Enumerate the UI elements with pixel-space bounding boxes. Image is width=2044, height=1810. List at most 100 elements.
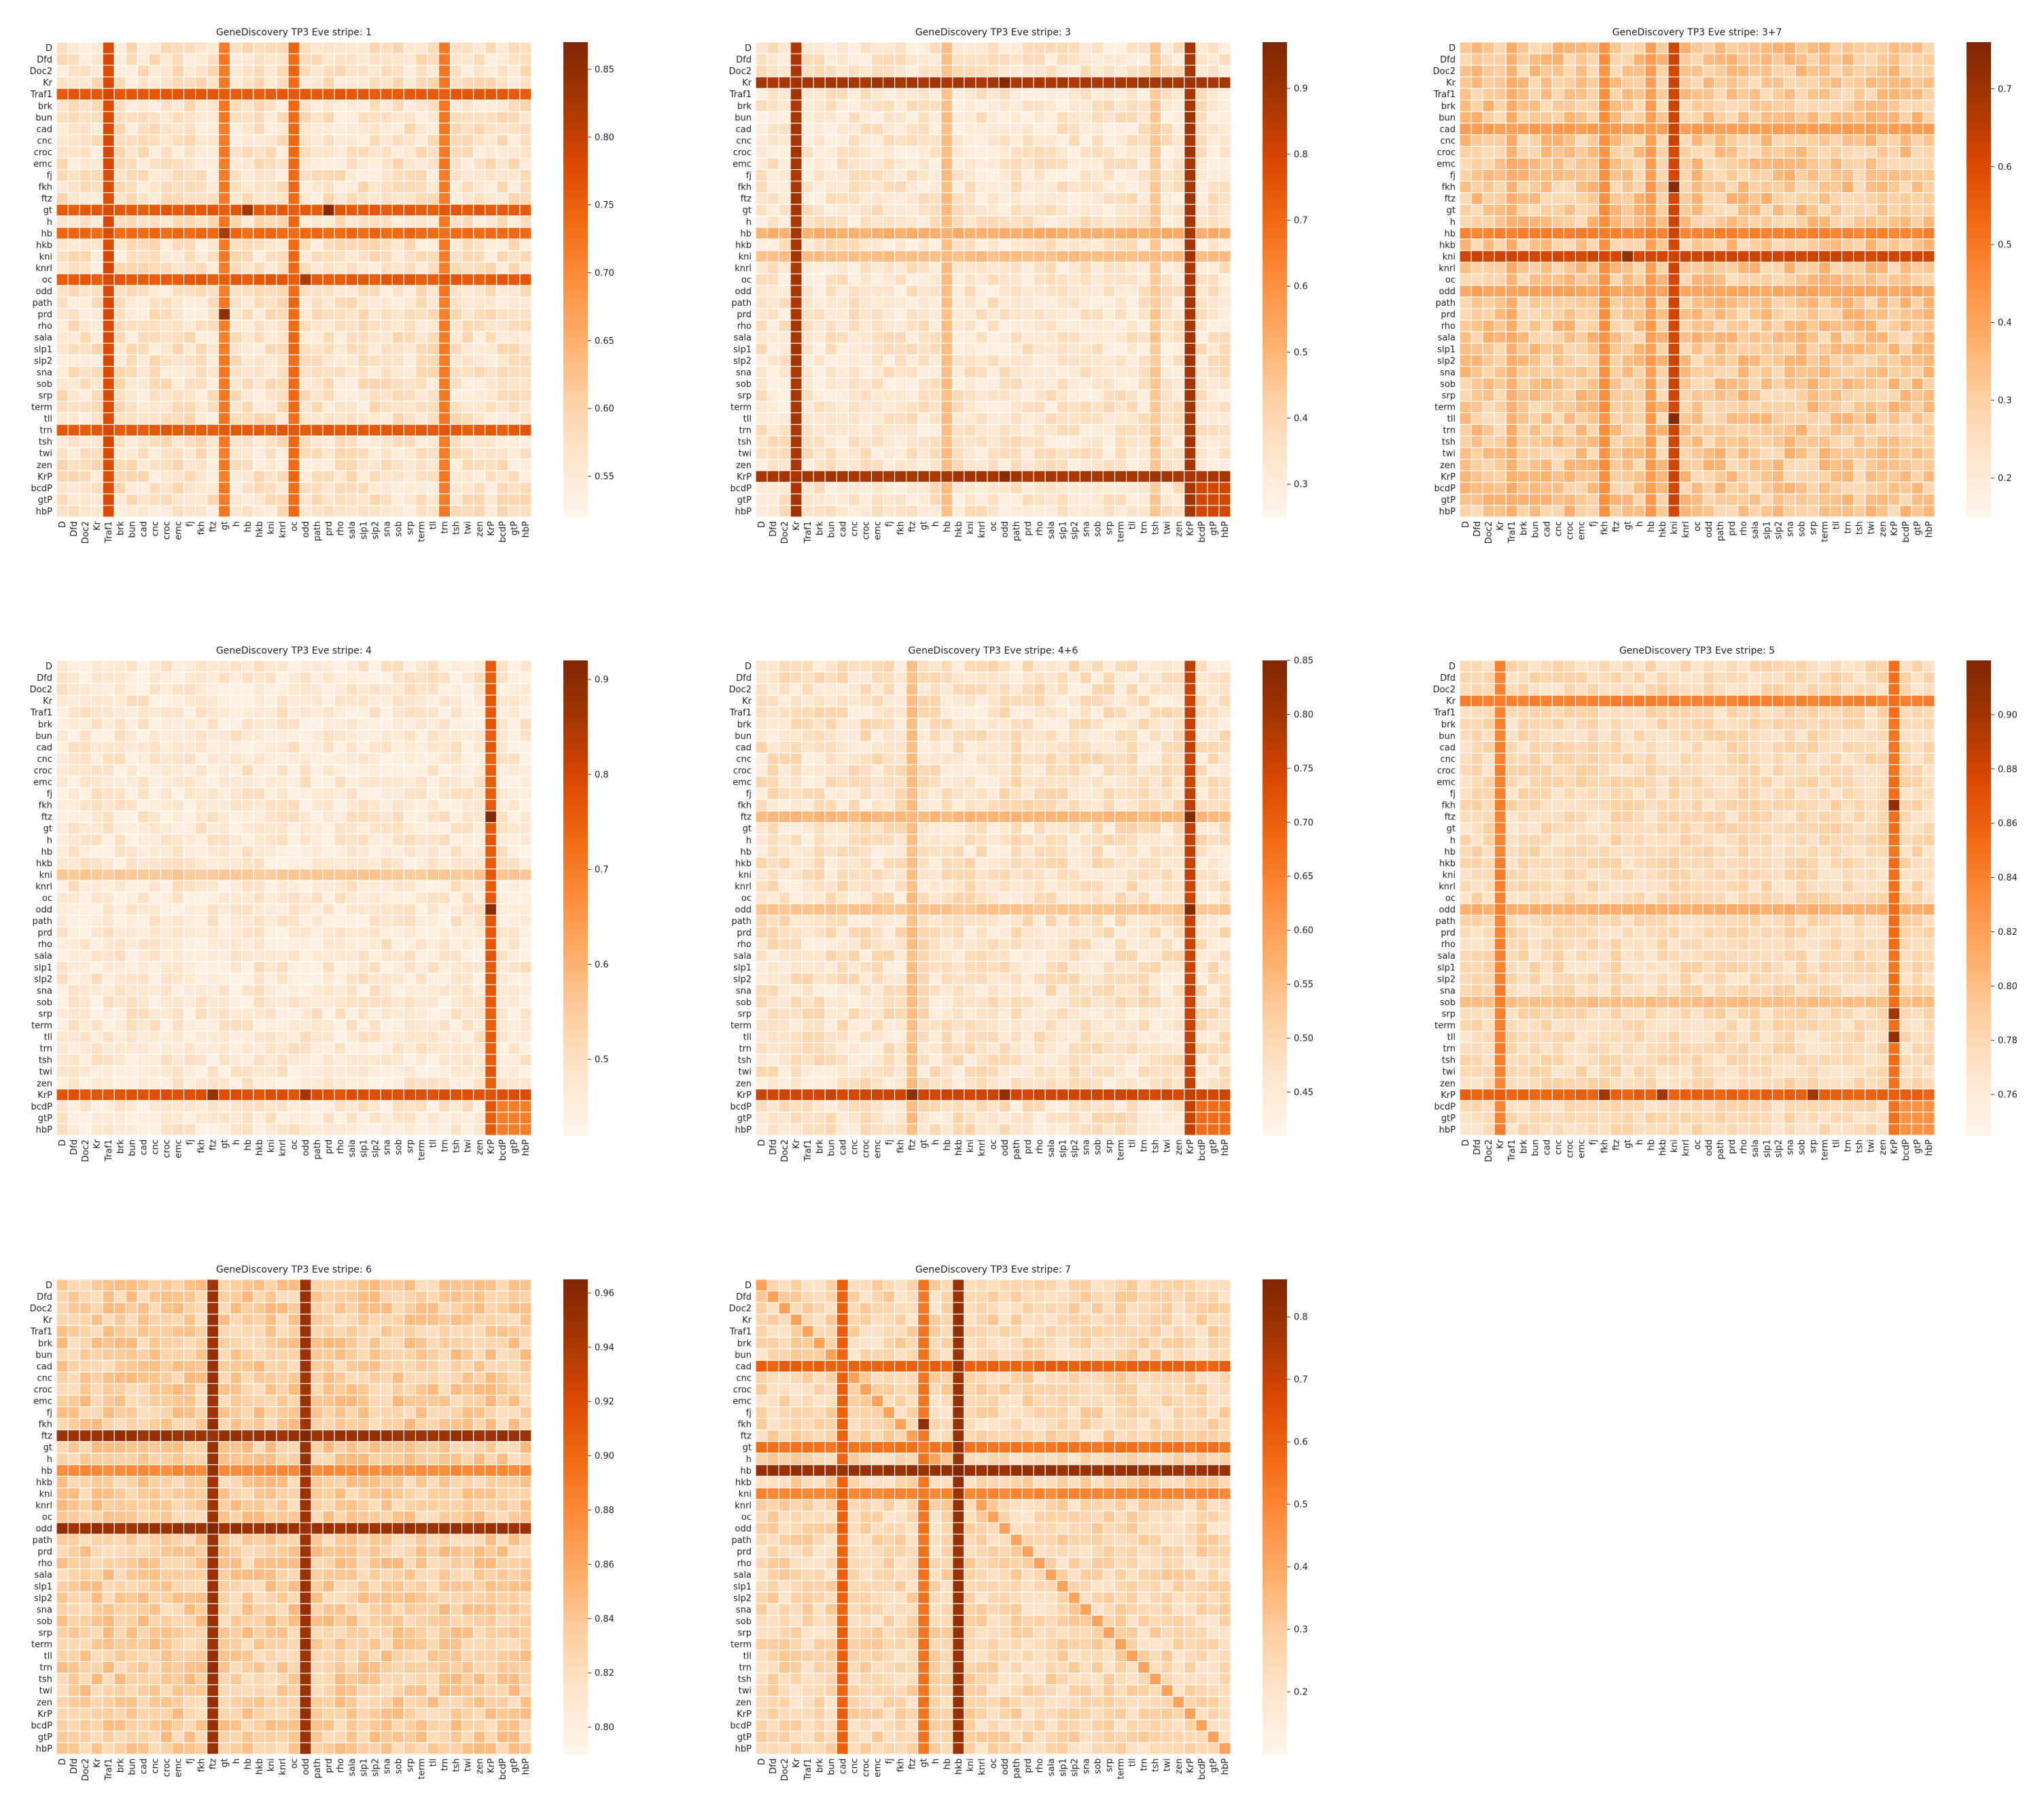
- heatmap-cell: [975, 436, 988, 448]
- heatmap-cell: [790, 470, 803, 483]
- heatmap-cell: [882, 204, 896, 217]
- colorbar-segment: [1263, 133, 1287, 138]
- heatmap-cell: [334, 285, 347, 298]
- heatmap-cell: [287, 505, 300, 518]
- heatmap-cell: [183, 296, 196, 309]
- heatmap-cell: [218, 145, 231, 159]
- heatmap-cell: [1540, 354, 1553, 367]
- heatmap-cell: [311, 76, 323, 89]
- heatmap-cell: [1574, 145, 1588, 159]
- heatmap-cell: [859, 41, 873, 54]
- heatmap-cell: [438, 41, 451, 54]
- heatmap-cell: [870, 76, 884, 89]
- heatmap-cell: [276, 215, 289, 228]
- col-tick-label: Doc2: [780, 521, 790, 544]
- heatmap-cell: [1138, 412, 1150, 425]
- heatmap-cell: [253, 447, 266, 460]
- heatmap-cell: [1161, 342, 1174, 355]
- heatmap-cell: [253, 76, 266, 89]
- heatmap-cell: [987, 319, 1000, 332]
- heatmap-cell: [1586, 76, 1600, 89]
- heatmap-cell: [1459, 157, 1472, 171]
- heatmap-cell: [508, 122, 521, 135]
- heatmap-cell: [334, 331, 347, 344]
- heatmap-cell: [1656, 157, 1669, 171]
- col-tick-label: Dfd: [769, 521, 779, 537]
- heatmap-cell: [836, 41, 849, 54]
- heatmap-cell: [1114, 459, 1127, 472]
- heatmap-cell: [484, 111, 497, 124]
- heatmap-cell: [1068, 493, 1080, 506]
- heatmap-cell: [473, 342, 486, 355]
- heatmap-cell: [484, 157, 497, 171]
- heatmap-cell: [1563, 285, 1576, 298]
- heatmap-cell: [766, 53, 779, 66]
- heatmap-cell: [1207, 250, 1220, 263]
- heatmap-cell: [940, 227, 953, 240]
- heatmap-cell: [1044, 111, 1057, 124]
- colorbar-segment: [1263, 82, 1287, 87]
- heatmap-cell: [1563, 134, 1576, 147]
- heatmap-cell: [1068, 262, 1080, 274]
- heatmap-cell: [357, 273, 370, 286]
- heatmap-cell: [1126, 181, 1139, 194]
- heatmap-cell: [113, 88, 126, 101]
- heatmap-cell: [894, 262, 907, 274]
- heatmap-cell: [1161, 215, 1174, 228]
- colorbar-segment: [1263, 167, 1287, 172]
- heatmap-cell: [450, 447, 463, 460]
- heatmap-cell: [148, 389, 161, 402]
- heatmap-cell: [1517, 168, 1530, 182]
- heatmap-cell: [894, 168, 907, 182]
- heatmap-cell: [56, 250, 69, 263]
- col-tick-label: hkb: [255, 521, 265, 537]
- heatmap-cell: [1102, 273, 1116, 286]
- heatmap-cell: [299, 134, 312, 147]
- heatmap-cell: [287, 181, 300, 194]
- heatmap-cell: [450, 331, 463, 344]
- heatmap-cell: [1540, 273, 1553, 286]
- heatmap-cell: [1482, 99, 1495, 112]
- heatmap-cell: [1161, 366, 1174, 378]
- heatmap-cell: [218, 285, 231, 298]
- heatmap-cell: [1702, 308, 1715, 321]
- colorbar-tick-label: 0.85: [595, 65, 614, 75]
- heatmap-cell: [1528, 273, 1541, 286]
- heatmap-cell: [137, 482, 149, 495]
- heatmap-cell: [90, 493, 103, 506]
- heatmap-cell: [1079, 76, 1092, 89]
- heatmap-cell: [1207, 354, 1220, 367]
- heatmap-cell: [1922, 285, 1935, 298]
- heatmap-cell: [461, 331, 474, 344]
- heatmap-cell: [987, 412, 1000, 425]
- heatmap-cell: [778, 192, 791, 205]
- heatmap-cell: [1679, 76, 1692, 89]
- heatmap-cell: [519, 296, 532, 309]
- heatmap-cell: [1783, 134, 1796, 147]
- heatmap-cell: [102, 145, 115, 159]
- heatmap-cell: [113, 308, 126, 321]
- heatmap-cell: [1656, 168, 1669, 182]
- heatmap-cell: [148, 192, 161, 205]
- heatmap-cell: [508, 65, 521, 77]
- heatmap-cell: [415, 389, 428, 402]
- row-tick-label: gt: [43, 206, 52, 216]
- heatmap-cell: [148, 319, 161, 332]
- heatmap-cell: [230, 215, 243, 228]
- heatmap-cell: [1795, 262, 1808, 274]
- heatmap-cell: [1021, 436, 1034, 448]
- heatmap-cell: [137, 377, 149, 391]
- heatmap-cell: [1668, 354, 1680, 367]
- heatmap-cell: [1714, 168, 1727, 182]
- colorbar-segment: [563, 449, 588, 453]
- heatmap-cell: [813, 505, 826, 518]
- heatmap-cell: [894, 436, 907, 448]
- heatmap-cell: [438, 53, 451, 66]
- heatmap-cell: [391, 181, 405, 194]
- heatmap-cell: [461, 493, 474, 506]
- heatmap-cell: [1218, 366, 1231, 378]
- heatmap-cell: [975, 181, 988, 194]
- heatmap-cell: [778, 470, 791, 483]
- heatmap-cell: [1172, 285, 1185, 298]
- heatmap-cell: [1459, 342, 1472, 355]
